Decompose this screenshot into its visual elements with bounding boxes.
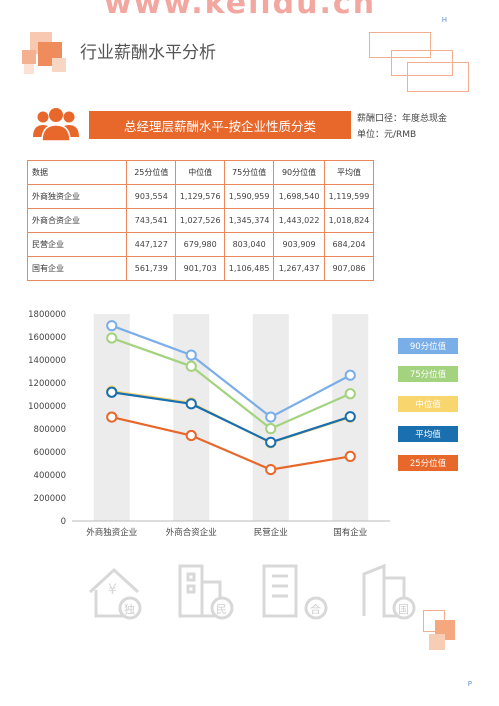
y-tick-label: 1000000 [28, 402, 66, 412]
series-line [111, 391, 351, 444]
table-cell: 447,127 [126, 232, 177, 257]
table-cell: 743,541 [126, 208, 177, 233]
data-point [265, 423, 277, 435]
table-row: 外商独资企业 903,554 1,129,576 1,590,959 1,698… [26, 184, 374, 209]
table-cell: 903,554 [126, 184, 177, 209]
table-cell: 561,739 [126, 256, 177, 281]
table-cell: 684,204 [324, 232, 374, 257]
y-tick-label: 1400000 [28, 356, 66, 366]
x-tick-label: 外商独资企业 [86, 527, 137, 538]
people-icon [33, 108, 79, 141]
table-row: 国有企业 561,739 901,703 1,106,485 1,267,437… [26, 256, 374, 281]
category-band [173, 314, 210, 521]
table-cell: 903,909 [273, 232, 326, 257]
y-tick-label: 1200000 [28, 379, 66, 389]
table-header-cell: 75分位值 [224, 160, 275, 185]
salary-table: 数据 25分位值 中位值 75分位值 90分位值 平均值 外商独资企业 903,… [26, 160, 374, 281]
table-header-cell: 中位值 [175, 160, 226, 185]
y-tick-label: 800000 [34, 425, 66, 435]
table-row: 民营企业 447,127 679,980 803,040 903,909 684… [26, 232, 374, 257]
table-header-cell: 平均值 [324, 160, 374, 185]
legend-entry: 90分位值 [398, 338, 458, 354]
table-cell: 1,698,540 [273, 184, 326, 209]
table-header-cell: 数据 [26, 160, 128, 185]
legend-entry: 平均值 [398, 426, 458, 442]
y-tick-label: 600000 [34, 448, 66, 458]
row-label: 民营企业 [26, 232, 128, 257]
foreign-owned-label: 独 [124, 603, 135, 616]
series-line [111, 416, 351, 471]
table-cell: 1,129,576 [175, 184, 226, 209]
x-tick-label: 国有企业 [333, 527, 367, 538]
data-point [185, 429, 197, 442]
joint-venture-label: 合 [310, 602, 321, 616]
state-owned-building-icon [362, 563, 416, 620]
data-point [344, 388, 356, 400]
row-label: 外商独资企业 [26, 184, 128, 209]
y-tick-label: 1600000 [28, 333, 66, 343]
data-point [106, 332, 118, 344]
table-cell: 1,267,437 [273, 256, 326, 281]
banner-title: 总经理层薪酬水平-按企业性质分类 [89, 111, 351, 139]
page-marker-top: H [441, 16, 447, 24]
state-owned-label: 国 [398, 603, 409, 616]
table-cell: 1,590,959 [224, 184, 275, 209]
row-label: 国有企业 [26, 256, 128, 281]
table-header-row: 数据 25分位值 中位值 75分位值 90分位值 平均值 [26, 160, 374, 185]
series-line [111, 324, 351, 419]
y-tick-label: 200000 [34, 494, 66, 504]
table-cell: 1,345,374 [224, 208, 275, 233]
y-tick-label: 400000 [34, 471, 66, 481]
section-title: 行业薪酬水平分析 [80, 43, 216, 63]
table-cell: 1,027,526 [175, 208, 226, 233]
watermark-url: www.kelidu.cn [104, 0, 377, 21]
data-point [185, 398, 197, 410]
data-point [265, 436, 277, 448]
data-point [344, 369, 356, 381]
data-point [185, 349, 197, 361]
table-cell: 1,443,022 [273, 208, 326, 233]
corner-decoration [423, 610, 463, 660]
legend-entry: 75分位值 [398, 366, 458, 382]
table-cell: 1,106,485 [224, 256, 275, 281]
data-point [344, 450, 356, 463]
table-cell: 679,980 [175, 232, 226, 257]
salary-line-chart: 0 200000 400000 600000 800000 1000000 1200000 1… [28, 310, 390, 538]
table-cell: 803,040 [224, 232, 275, 257]
data-point [185, 360, 197, 372]
meta-compensation-basis: 薪酬口径：年度总现金 [357, 114, 448, 124]
meta-unit: 单位：元/RMB [357, 130, 417, 140]
x-tick-label: 民营企业 [254, 527, 288, 538]
data-point [265, 411, 277, 423]
frame-decoration [369, 32, 469, 102]
private-enterprise-label: 民 [216, 603, 227, 616]
row-label: 外商合资企业 [26, 208, 128, 233]
data-point [265, 463, 277, 476]
legend-entry: 中位值 [398, 396, 458, 412]
data-point [106, 411, 118, 423]
foreign-owned-dollar-sign: ¥ [108, 582, 117, 598]
table-row: 外商合资企业 743,541 1,027,526 1,345,374 1,443… [26, 208, 374, 233]
x-tick-label: 外商合资企业 [166, 527, 217, 538]
legend-entry: 25分位值 [398, 455, 458, 471]
title-decoration [22, 28, 82, 78]
enterprise-type-icons: ¥ 独 民 合 国 [88, 563, 416, 620]
y-tick-label: 1800000 [28, 310, 66, 320]
series-line [111, 337, 351, 430]
data-point [344, 411, 356, 423]
table-cell: 1,018,824 [324, 208, 374, 233]
table-cell: 1,119,599 [324, 184, 374, 209]
table-cell: 907,086 [324, 256, 374, 281]
foreign-owned-building-icon [88, 567, 142, 620]
table-cell: 901,703 [175, 256, 226, 281]
private-building-icon [262, 564, 328, 620]
table-header-cell: 90分位值 [273, 160, 326, 185]
page-marker-bottom: P [467, 680, 472, 688]
y-tick-label: 0 [61, 517, 66, 527]
data-point [106, 386, 118, 398]
data-point [106, 320, 118, 332]
joint-venture-building-icon [178, 564, 234, 620]
table-header-cell: 25分位值 [126, 160, 177, 185]
